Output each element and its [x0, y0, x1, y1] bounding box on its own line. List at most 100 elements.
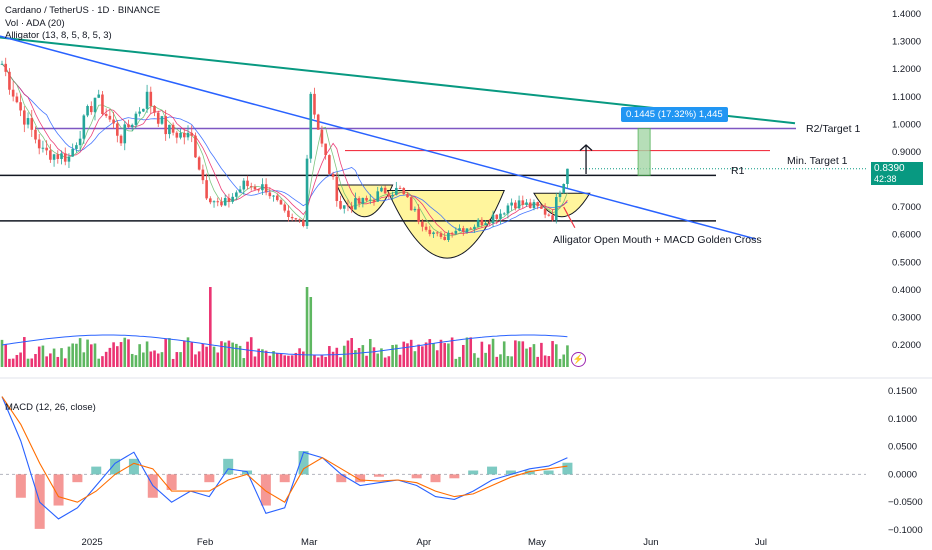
candle	[197, 155, 201, 171]
volume-ma-line	[1, 334, 568, 356]
candle	[238, 185, 242, 194]
candle	[328, 154, 331, 175]
alligator-legend[interactable]: Alligator (13, 8, 5, 8, 5, 3)	[5, 30, 112, 41]
candle	[11, 81, 15, 102]
candle-body	[275, 195, 279, 201]
candle-body	[361, 197, 365, 204]
volume-bar	[249, 337, 253, 367]
candle-body	[443, 236, 446, 240]
macd-histogram-bar	[128, 458, 139, 475]
candle-body	[123, 124, 127, 144]
lightning-icon[interactable]: ⚡	[571, 352, 586, 367]
candle-body	[346, 205, 350, 207]
candle-body	[461, 228, 465, 233]
candle	[346, 199, 350, 212]
candle	[246, 175, 249, 190]
candle	[130, 123, 134, 132]
x-tick-label: Apr	[416, 537, 431, 548]
candle-body	[268, 192, 272, 197]
macd-legend[interactable]: MACD (12, 26, close)	[5, 402, 96, 413]
candle-body	[543, 208, 547, 215]
volume-bar	[443, 343, 446, 367]
candle	[71, 143, 74, 157]
candle-body	[465, 228, 469, 233]
up-arrow	[579, 144, 593, 174]
candle	[499, 209, 502, 224]
volume-bar	[246, 341, 249, 367]
volume-bar	[465, 337, 469, 367]
volume-bar	[220, 341, 223, 367]
candle	[361, 197, 365, 208]
macd-histogram-bar	[505, 470, 516, 475]
candle-body	[409, 197, 413, 211]
candle-body	[82, 115, 86, 139]
candle-body	[197, 157, 201, 170]
measure-box	[637, 127, 651, 176]
candle-body	[52, 154, 56, 160]
volume-bar	[365, 355, 368, 367]
volume-bar	[56, 356, 60, 367]
candle-body	[171, 124, 175, 133]
candle-body	[342, 205, 346, 209]
volume-bar	[354, 350, 357, 367]
candle-body	[216, 201, 220, 203]
volume-bar	[164, 338, 167, 367]
x-tick-label: Jul	[755, 537, 767, 548]
candle	[305, 154, 309, 229]
candle-body	[417, 208, 420, 222]
volume-bar	[119, 342, 123, 367]
volume-bar	[101, 356, 104, 367]
volume-bar	[231, 342, 234, 367]
volume-bar	[134, 355, 138, 367]
macd-y-tick-label: −0.0500	[888, 497, 923, 508]
candle-body	[547, 214, 551, 216]
candle	[19, 94, 22, 117]
volume-bar	[562, 354, 566, 367]
volume-bar	[279, 353, 283, 367]
volume-bar	[461, 344, 465, 367]
volume-bar	[514, 340, 517, 367]
alligator-macd-cross-note: Alligator Open Mouth + MACD Golden Cross	[553, 234, 762, 246]
y-tick-label: 0.6000	[892, 230, 921, 241]
candle	[372, 198, 376, 206]
symbol-legend[interactable]: Cardano / TetherUS · 1D · BINANCE	[5, 5, 161, 16]
volume-bar	[97, 358, 101, 367]
candle-body	[372, 199, 376, 202]
volume-bar	[190, 342, 194, 367]
volume-bar	[376, 353, 380, 367]
measure-tooltip: 0.1445 (17.32%) 1,445	[621, 107, 728, 122]
volume-bar	[536, 356, 539, 367]
candle-body	[316, 114, 320, 130]
candle	[108, 109, 112, 123]
candle-body	[86, 106, 89, 116]
candle-body	[499, 213, 502, 219]
candle-body	[320, 129, 324, 144]
candle-body	[454, 230, 458, 234]
candle-body	[331, 173, 335, 177]
candle-body	[272, 195, 275, 197]
candle	[476, 218, 480, 227]
candle	[395, 181, 398, 196]
volume-bar	[116, 346, 119, 367]
volume-legend[interactable]: Vol · ADA (20)	[5, 18, 65, 29]
macd-histogram-bar	[279, 474, 290, 483]
candle-body	[220, 201, 223, 206]
macd-histogram-bar	[110, 458, 121, 475]
candle	[432, 231, 435, 238]
volume-bar	[294, 352, 298, 367]
macd-histogram-bar	[15, 474, 26, 498]
candle-body	[97, 94, 101, 98]
macd-histogram-bar	[336, 474, 347, 483]
volume-bar	[350, 338, 353, 367]
volume-bar	[484, 352, 487, 367]
volume-bar	[331, 351, 335, 367]
candle-body	[488, 223, 491, 225]
candle-body	[428, 229, 432, 235]
candle-body	[0, 63, 4, 65]
volume-bar	[194, 354, 197, 367]
candle	[216, 197, 220, 207]
macd-y-tick-label: 0.0500	[888, 442, 917, 453]
candle-body	[328, 155, 331, 174]
volume-bar	[253, 356, 257, 367]
